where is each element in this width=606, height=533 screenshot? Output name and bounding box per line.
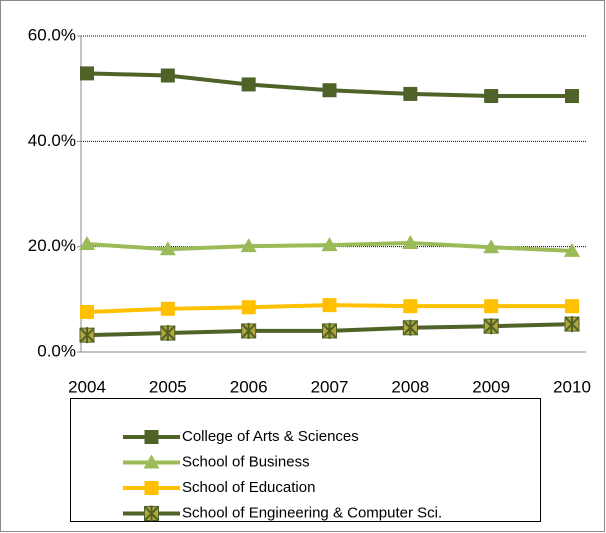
marker-x xyxy=(402,319,419,336)
legend-label: School of Engineering & Computer Sci. xyxy=(182,504,442,521)
marker xyxy=(80,304,94,319)
x-tick-label: 2007 xyxy=(311,377,349,396)
marker xyxy=(484,299,499,314)
marker xyxy=(79,327,95,344)
marker xyxy=(402,234,419,249)
y-tick-label: 40.0% xyxy=(28,131,76,150)
marker xyxy=(402,319,419,336)
legend-label: School of Education xyxy=(182,479,315,496)
marker xyxy=(241,77,256,92)
marker xyxy=(565,299,579,314)
marker xyxy=(79,236,95,251)
x-tick-label: 2009 xyxy=(472,377,510,396)
x-tick-label: 2010 xyxy=(553,377,591,396)
marker-x xyxy=(143,505,160,522)
marker xyxy=(160,68,175,83)
marker xyxy=(80,66,94,81)
marker xyxy=(565,89,579,104)
marker-x xyxy=(240,322,257,339)
marker-x xyxy=(321,322,338,339)
marker xyxy=(321,322,338,339)
legend: College of Arts & Sciences School of Busi… xyxy=(123,428,442,522)
y-tick-label: 0.0% xyxy=(37,341,76,360)
marker xyxy=(159,241,176,256)
legend-label: College of Arts & Sciences xyxy=(182,428,359,445)
marker xyxy=(240,238,257,253)
y-tick-label: 20.0% xyxy=(28,236,76,255)
marker-x xyxy=(564,316,580,333)
x-tick-label: 2008 xyxy=(391,377,429,396)
marker xyxy=(321,237,338,252)
marker xyxy=(241,300,256,315)
marker xyxy=(322,83,337,98)
marker xyxy=(403,86,418,101)
marker xyxy=(484,89,499,104)
x-tick-label: 2005 xyxy=(149,377,187,396)
marker-x xyxy=(160,325,176,342)
marker xyxy=(160,325,176,342)
marker xyxy=(322,298,337,313)
marker-x xyxy=(483,318,499,335)
legend-marker xyxy=(143,505,160,522)
marker xyxy=(483,239,500,254)
marker-x xyxy=(79,327,95,344)
x-tick-label: 2006 xyxy=(230,377,268,396)
legend-marker xyxy=(143,454,160,469)
marker xyxy=(240,322,257,339)
marker xyxy=(564,242,580,257)
y-tick-label: 60.0% xyxy=(28,25,76,44)
x-tick-label: 2004 xyxy=(68,377,106,396)
marker xyxy=(160,301,175,316)
legend-marker xyxy=(144,430,159,444)
marker xyxy=(564,316,580,333)
legend-marker xyxy=(144,481,159,495)
marker xyxy=(403,299,418,314)
legend-label: School of Business xyxy=(182,453,310,470)
marker xyxy=(483,318,499,335)
